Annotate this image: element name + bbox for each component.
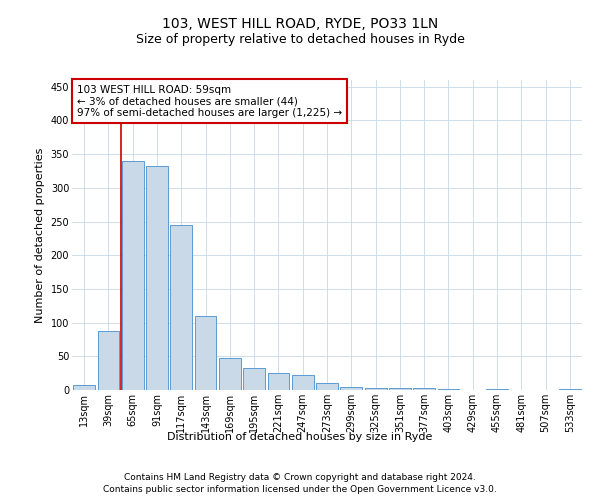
Bar	[122, 161, 143, 390]
Bar	[365, 388, 386, 390]
Text: 103 WEST HILL ROAD: 59sqm
← 3% of detached houses are smaller (44)
97% of semi-d: 103 WEST HILL ROAD: 59sqm ← 3% of detach…	[77, 84, 342, 118]
Bar	[559, 388, 581, 390]
Bar	[97, 330, 119, 390]
Text: Size of property relative to detached houses in Ryde: Size of property relative to detached ho…	[136, 32, 464, 46]
Y-axis label: Number of detached properties: Number of detached properties	[35, 148, 45, 322]
Bar	[413, 388, 435, 390]
Bar	[486, 388, 508, 390]
Text: Contains HM Land Registry data © Crown copyright and database right 2024.: Contains HM Land Registry data © Crown c…	[124, 472, 476, 482]
Bar	[316, 382, 338, 390]
Bar	[146, 166, 168, 390]
Bar	[340, 386, 362, 390]
Bar	[73, 386, 95, 390]
Bar	[194, 316, 217, 390]
Bar	[292, 375, 314, 390]
Bar	[389, 388, 411, 390]
Bar	[170, 225, 192, 390]
Text: 103, WEST HILL ROAD, RYDE, PO33 1LN: 103, WEST HILL ROAD, RYDE, PO33 1LN	[162, 18, 438, 32]
Bar	[437, 388, 460, 390]
Bar	[268, 373, 289, 390]
Bar	[243, 368, 265, 390]
Text: Distribution of detached houses by size in Ryde: Distribution of detached houses by size …	[167, 432, 433, 442]
Bar	[219, 358, 241, 390]
Text: Contains public sector information licensed under the Open Government Licence v3: Contains public sector information licen…	[103, 485, 497, 494]
